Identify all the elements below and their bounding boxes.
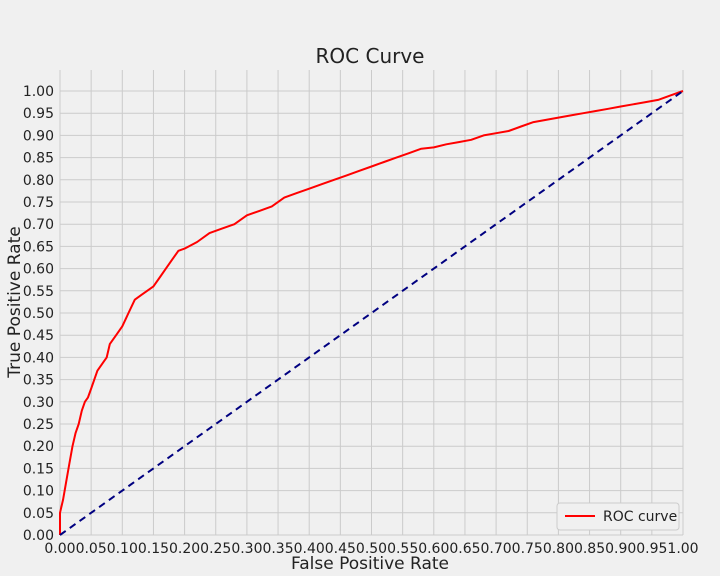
grid xyxy=(59,70,684,536)
series-group xyxy=(59,90,684,536)
x-tick-label: 0.60 xyxy=(418,541,449,557)
legend-label-roc-curve: ROC curve xyxy=(603,509,677,525)
x-tick-label: 0.00 xyxy=(44,541,75,557)
x-tick-label: 1.00 xyxy=(667,541,698,557)
y-tick-label: 0.20 xyxy=(23,439,54,455)
legend: ROC curve xyxy=(556,502,680,531)
y-tick-label: 0.55 xyxy=(23,284,54,300)
y-tick-label: 0.85 xyxy=(23,151,54,167)
x-tick-label: 0.95 xyxy=(636,541,667,557)
y-tick-label: 0.40 xyxy=(23,350,54,366)
x-tick-label: 0.35 xyxy=(262,541,293,557)
legend-box xyxy=(556,502,680,531)
y-tick-label: 0.50 xyxy=(23,306,54,322)
y-axis-ticks: 0.00 0.05 0.10 0.15 0.20 0.25 0.30 0.35 0.40 0.45… xyxy=(23,84,54,544)
x-tick-label: 0.10 xyxy=(107,541,138,557)
y-tick-label: 0.65 xyxy=(23,239,54,255)
x-tick-label: 0.05 xyxy=(76,541,107,557)
x-tick-label: 0.15 xyxy=(138,541,169,557)
y-tick-label: 0.45 xyxy=(23,328,54,344)
y-tick-label: 0.75 xyxy=(23,195,54,211)
x-axis-label: False Positive Rate xyxy=(291,554,449,574)
y-tick-label: 0.30 xyxy=(23,395,54,411)
roc-curve-line xyxy=(59,90,684,535)
y-tick-label: 0.15 xyxy=(23,461,54,477)
chance-line xyxy=(59,90,684,536)
y-tick-label: 0.05 xyxy=(23,506,54,522)
x-axis-ticks: 0.00 0.05 0.10 0.15 0.20 0.25 0.30 0.35 0.40 0.45… xyxy=(44,541,698,557)
y-tick-label: 0.10 xyxy=(23,484,54,500)
y-tick-label: 0.35 xyxy=(23,373,54,389)
x-tick-label: 0.45 xyxy=(325,541,356,557)
y-tick-label: 0.60 xyxy=(23,262,54,278)
y-tick-label: 0.70 xyxy=(23,217,54,233)
chart-title: ROC Curve xyxy=(316,44,425,68)
x-tick-label: 0.90 xyxy=(605,541,636,557)
x-tick-label: 0.40 xyxy=(294,541,325,557)
x-tick-label: 0.85 xyxy=(574,541,605,557)
y-tick-label: 0.00 xyxy=(23,528,54,544)
x-tick-label: 0.25 xyxy=(200,541,231,557)
y-tick-label: 0.90 xyxy=(23,128,54,144)
y-tick-label: 1.00 xyxy=(23,84,54,100)
x-tick-label: 0.65 xyxy=(449,541,480,557)
y-tick-label: 0.80 xyxy=(23,173,54,189)
x-tick-label: 0.70 xyxy=(481,541,512,557)
x-tick-label: 0.30 xyxy=(231,541,262,557)
x-tick-label: 0.80 xyxy=(543,541,574,557)
x-tick-label: 0.20 xyxy=(169,541,200,557)
y-tick-label: 0.95 xyxy=(23,106,54,122)
y-tick-label: 0.25 xyxy=(23,417,54,433)
y-axis-label: True Positive Rate xyxy=(5,226,25,378)
x-tick-label: 0.75 xyxy=(512,541,543,557)
x-tick-label: 0.55 xyxy=(387,541,418,557)
x-tick-label: 0.50 xyxy=(356,541,387,557)
